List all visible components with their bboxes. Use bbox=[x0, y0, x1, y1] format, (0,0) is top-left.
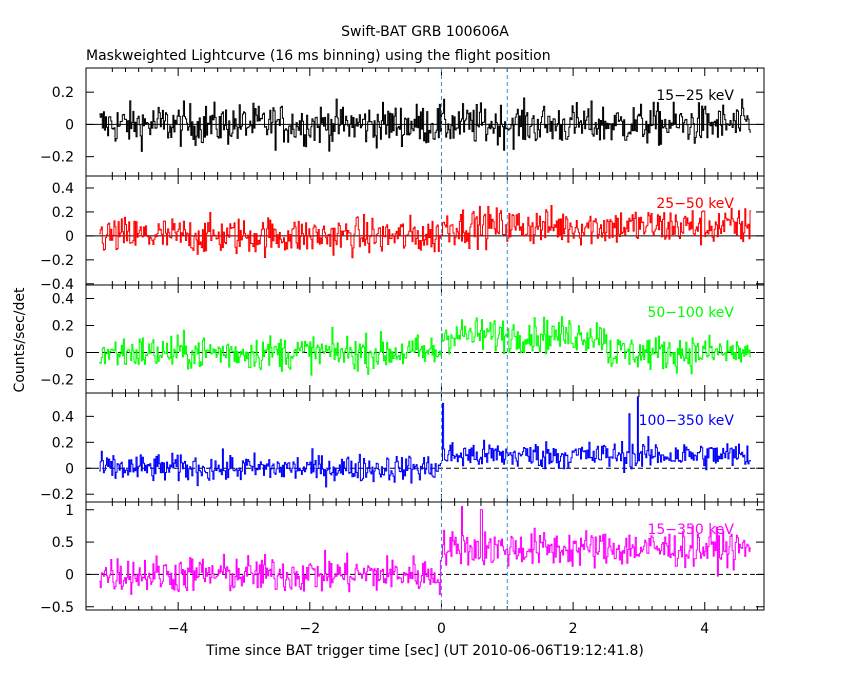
y-tick-label: −0.2 bbox=[40, 253, 74, 269]
band-label: 15−25 keV bbox=[656, 88, 734, 104]
y-tick-label: 0 bbox=[65, 117, 74, 133]
y-tick-label: 0 bbox=[65, 461, 74, 477]
y-tick-label: 0 bbox=[65, 346, 74, 362]
y-tick-label: −0.2 bbox=[40, 150, 74, 166]
band-label: 25−50 keV bbox=[656, 196, 734, 212]
panel-5: −0.5 0 0.5 1 15−350 keV bbox=[40, 501, 765, 616]
x-tick-label: 0 bbox=[437, 621, 446, 637]
series-line bbox=[99, 316, 752, 376]
y-tick-label: −0.2 bbox=[40, 487, 74, 503]
panel-2: −0.4 −0.2 0 0.2 0.4 25−50 keV bbox=[40, 175, 765, 293]
y-tick-label: 0.4 bbox=[52, 409, 74, 425]
panel-frame bbox=[85, 284, 765, 394]
y-tick-label: 0.2 bbox=[52, 319, 74, 335]
x-tick-label: −4 bbox=[168, 621, 189, 637]
band-label: 100−350 keV bbox=[639, 413, 735, 429]
y-tick-label: 0.2 bbox=[52, 85, 74, 101]
y-tick-label: −0.5 bbox=[40, 600, 74, 616]
y-tick-label: 0.5 bbox=[52, 535, 74, 551]
y-tick-label: −0.4 bbox=[40, 277, 74, 293]
y-tick-label: 0.2 bbox=[52, 205, 74, 221]
panel-frame bbox=[85, 501, 765, 611]
y-tick-label: 0.4 bbox=[52, 181, 74, 197]
y-tick-label: −0.2 bbox=[40, 373, 74, 389]
x-tick-label: −2 bbox=[299, 621, 320, 637]
series-line bbox=[99, 506, 752, 595]
panel-frame bbox=[85, 392, 765, 503]
y-tick-label: 0.2 bbox=[52, 435, 74, 451]
y-axis-label: Counts/sec/det bbox=[12, 287, 28, 392]
series-line bbox=[99, 396, 752, 488]
y-tick-label: 0 bbox=[65, 567, 74, 583]
band-label: 50−100 keV bbox=[647, 305, 734, 321]
series-line bbox=[99, 205, 752, 259]
band-label: 15−350 keV bbox=[647, 522, 734, 538]
x-tick-label: 4 bbox=[700, 621, 709, 637]
y-tick-label: 1 bbox=[65, 503, 74, 519]
panel-4: −0.2 0 0.2 0.4 100−350 keV bbox=[40, 392, 765, 503]
x-tick-label: 2 bbox=[569, 621, 578, 637]
chart-title: Swift-BAT GRB 100606A bbox=[341, 24, 509, 40]
x-axis-label: Time since BAT trigger time [sec] (UT 20… bbox=[205, 643, 644, 659]
y-tick-label: 0.4 bbox=[52, 292, 74, 308]
series-line bbox=[99, 97, 752, 152]
panels-group: −0.2 0 0.2 15−25 keV −0.4 −0.2 0 0.2 0.4 25−50 ke… bbox=[40, 67, 765, 637]
chart-subtitle: Maskweighted Lightcurve (16 ms binning) … bbox=[86, 48, 551, 64]
y-tick-label: 0 bbox=[65, 229, 74, 245]
panel-3: −0.2 0 0.2 0.4 50−100 keV bbox=[40, 284, 765, 394]
panel-1: −0.2 0 0.2 15−25 keV bbox=[40, 67, 765, 177]
